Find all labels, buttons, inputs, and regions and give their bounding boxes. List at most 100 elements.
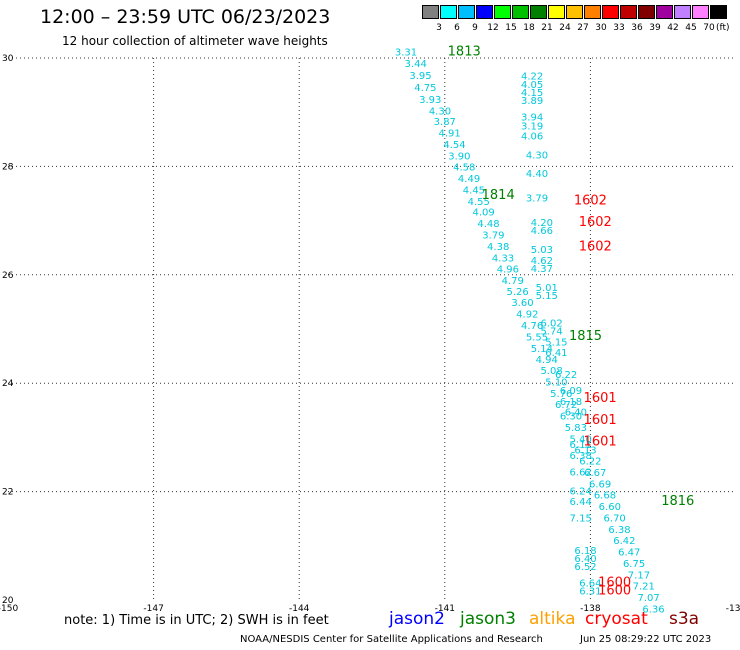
wave-height-label: 6.68 [594,491,616,502]
wave-height-label: 6.13 [574,446,596,457]
wave-height-label: 6.18 [574,546,596,557]
wave-height-label: 7.07 [638,593,660,604]
pass-time-label: 1814 [482,188,515,203]
wave-height-label: 4.48 [477,219,499,230]
colorbar-label: 27 [577,23,589,33]
wave-height-label: 6.38 [608,525,630,536]
wave-height-label: 4.91 [439,129,461,140]
wave-height-label: 5.01 [536,283,558,294]
colorbar-swatch [440,5,457,19]
colorbar-swatch [584,5,601,19]
wave-height-label: 4.76 [521,321,543,332]
wave-height-label: 6.67 [584,468,606,479]
wave-height-label: 4.33 [492,253,514,264]
colorbar-swatch [710,5,727,19]
wave-height-label: 4.96 [497,265,519,276]
colorbar-label: 36 [631,23,643,33]
wave-height-label: 4.49 [458,174,480,185]
wave-height-label: 4.58 [453,163,475,174]
y-tick-label: 24 [2,379,14,389]
generated-timestamp: Jun 25 08:29:22 UTC 2023 [580,634,712,645]
wave-height-label: 6.38 [570,451,592,462]
x-tick-label: -150 [0,604,18,614]
wave-height-label: 6.52 [574,562,596,573]
colorbar-label: 12 [487,23,499,33]
wave-height-label: 4.79 [502,276,524,287]
wave-height-label: 4.55 [468,197,490,208]
colorbar-swatch [494,5,511,19]
wave-height-label: 4.30 [429,106,451,117]
wave-height-label: 4.22 [521,72,543,83]
colorbar-swatch [692,5,709,19]
wave-height-label: 5.03 [531,245,553,256]
colorbar-label: 18 [523,23,535,33]
colorbar-swatch [638,5,655,19]
wave-height-label: 6.72 [555,400,577,411]
wave-height-label: 3.44 [405,59,427,70]
colorbar-swatch [548,5,565,19]
wave-height-label: 6.42 [613,536,635,547]
x-tick-label: -138 [580,604,601,614]
wave-height-label: 3.60 [511,298,533,309]
wave-height-label: 5.08 [540,366,562,377]
wave-height-label: 6.62 [570,467,592,478]
wave-height-label: 5.83 [565,423,587,434]
satellite-cryosat: cryosat [585,609,648,629]
x-tick-label: -135 [726,604,740,614]
wave-height-label: 6.24 [570,486,592,497]
wave-height-label: 4.62 [531,256,553,267]
pass-time-label: 1601 [584,435,617,450]
wave-height-label: 6.18 [560,397,582,408]
colorbar-label: 39 [649,23,661,33]
wave-height-label: 5.15 [545,337,567,348]
wave-height-label: 6.30 [560,412,582,423]
pass-time-label: 1601 [584,391,617,406]
colorbar-swatch [422,5,439,19]
y-tick-label: 20 [2,596,14,606]
wave-height-label: 6.40 [574,554,596,565]
y-tick-label: 26 [2,271,14,281]
colorbar-swatch [674,5,691,19]
colorbar-label: 24 [559,23,571,33]
wave-height-label: 6.36 [642,604,664,615]
wave-height-label: 7.17 [628,570,650,581]
wave-height-label: 4.30 [526,150,548,161]
colorbar-swatch [656,5,673,19]
wave-height-label: 4.94 [536,355,558,366]
wave-height-label: 4.54 [443,140,465,151]
wave-height-label: 6.47 [618,548,640,559]
colorbar-label: 33 [613,23,625,33]
wave-height-label: 6.44 [570,497,592,508]
wave-height-label: 3.31 [395,47,417,58]
colorbar-label: 6 [454,23,460,33]
y-tick-label: 30 [2,54,14,64]
credit-line: NOAA/NESDIS Center for Satellite Applica… [240,634,543,645]
colorbar-swatch [530,5,547,19]
pass-time-label: 1602 [579,239,612,254]
footnote: note: 1) Time is in UTC; 2) SWH is in fe… [64,613,329,628]
wave-height-label: 4.45 [463,186,485,197]
colorbar-label: 45 [685,23,697,33]
colorbar-label: 3 [436,23,442,33]
y-tick-label: 22 [2,488,13,498]
satellite-jason2: jason2 [389,609,445,629]
colorbar-label: 15 [505,23,517,33]
wave-height-label: 5.55 [526,332,548,343]
colorbar-swatch [458,5,475,19]
pass-time-label: 1600 [598,575,631,590]
colorbar-swatch [566,5,583,19]
wave-height-label: 6.22 [555,370,577,381]
colorbar-swatch [476,5,493,19]
wave-height-label: 5.74 [540,326,562,337]
pass-time-label: 1601 [584,413,617,428]
wave-height-label: 4.20 [531,218,553,229]
wave-height-label: 4.38 [487,242,509,253]
wave-height-label: 5.14 [531,344,553,355]
wave-height-label: 3.19 [521,122,543,133]
wave-height-label: 3.95 [409,71,431,82]
wave-height-label: 6.40 [565,408,587,419]
wave-height-label: 4.06 [521,131,543,142]
plot-area [7,57,737,601]
wave-height-label: 5.76 [550,389,572,400]
